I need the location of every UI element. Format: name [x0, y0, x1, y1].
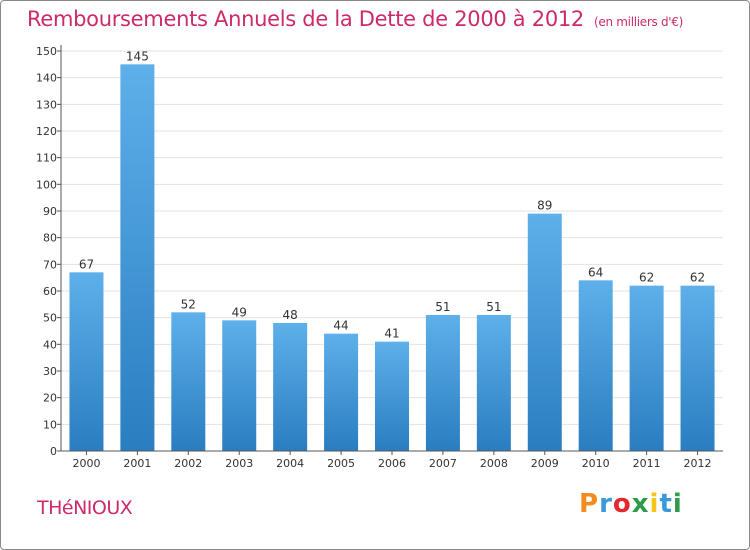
bar-2006: [375, 341, 409, 451]
x-tick-label-2008: 2008: [480, 457, 508, 470]
logo-letter: o: [612, 489, 632, 519]
value-label-2000: 67: [79, 257, 94, 271]
value-label-2004: 48: [283, 308, 298, 322]
y-tick-label: 120: [36, 125, 57, 138]
bar-2011: [629, 285, 664, 451]
y-tick-label: 0: [50, 445, 57, 458]
value-label-2006: 41: [384, 327, 399, 341]
logo-letter: r: [599, 489, 613, 519]
bars: 67 145 52 49 48 44 41 51 51 89 64 62 62: [69, 49, 715, 452]
bar-2005: [324, 333, 359, 451]
chart-unit-label: (en milliers d'€): [594, 15, 684, 29]
y-tick-label: 140: [36, 72, 57, 85]
y-tick-label: 90: [43, 205, 57, 218]
x-tick-label-2011: 2011: [633, 457, 661, 470]
bar-2003: [222, 320, 257, 451]
y-tick-label: 10: [43, 418, 57, 431]
value-label-2003: 49: [232, 305, 247, 319]
value-label-2005: 44: [333, 319, 348, 333]
x-tick-label-2001: 2001: [123, 457, 151, 470]
value-label-2012: 62: [690, 271, 705, 285]
x-tick-label-2006: 2006: [378, 457, 406, 470]
y-tick-label: 70: [43, 258, 57, 271]
bar-2004: [273, 323, 308, 451]
bar-2000: [69, 272, 104, 451]
commune-name: THéNIOUX: [37, 497, 133, 519]
x-tick-label-2003: 2003: [225, 457, 253, 470]
bar-2010: [578, 280, 613, 451]
logo-letter: t: [659, 489, 673, 519]
bar-2012: [680, 285, 715, 451]
value-label-2010: 64: [588, 265, 603, 279]
y-tick-label: 50: [43, 312, 57, 325]
value-label-2007: 51: [435, 300, 450, 314]
value-label-2011: 62: [639, 271, 654, 285]
y-tick-label: 60: [43, 285, 57, 298]
chart-title-text: Remboursements Annuels de la Dette de 20…: [27, 7, 584, 31]
axes: 0 10 20 30 40 50 60 70 80 90 100 110 120 130 140 150 200…: [36, 45, 723, 470]
value-label-2002: 52: [181, 297, 196, 311]
bar-2002: [171, 312, 206, 451]
bar-2009: [527, 213, 562, 451]
logo-letter: i: [649, 489, 660, 519]
y-tick-label: 110: [36, 152, 57, 165]
x-tick-label-2000: 2000: [72, 457, 100, 470]
logo-letter: x: [631, 489, 650, 519]
x-tick-label-2007: 2007: [429, 457, 457, 470]
x-tick-label-2010: 2010: [582, 457, 610, 470]
x-tick-label-2012: 2012: [684, 457, 712, 470]
value-label-2001: 145: [126, 49, 149, 63]
x-tick-label-2004: 2004: [276, 457, 304, 470]
y-tick-label: 20: [43, 392, 57, 405]
logo-letter: P: [579, 489, 600, 519]
chart-title: Remboursements Annuels de la Dette de 20…: [27, 7, 683, 31]
value-label-2009: 89: [537, 199, 552, 213]
bar-2008: [476, 315, 511, 451]
x-tick-label-2002: 2002: [174, 457, 202, 470]
logo-letter: i: [672, 489, 683, 519]
proxiti-logo: Proxiti: [579, 489, 683, 519]
y-tick-label: 80: [43, 232, 57, 245]
y-tick-label: 40: [43, 338, 57, 351]
x-tick-label-2005: 2005: [327, 457, 355, 470]
x-tick-label-2009: 2009: [531, 457, 559, 470]
y-tick-label: 100: [36, 178, 57, 191]
y-tick-label: 150: [36, 45, 57, 58]
bar-2001: [120, 64, 155, 452]
y-tick-label: 30: [43, 365, 57, 378]
value-label-2008: 51: [486, 300, 501, 314]
y-tick-label: 130: [36, 98, 57, 111]
bar-2007: [425, 315, 460, 451]
